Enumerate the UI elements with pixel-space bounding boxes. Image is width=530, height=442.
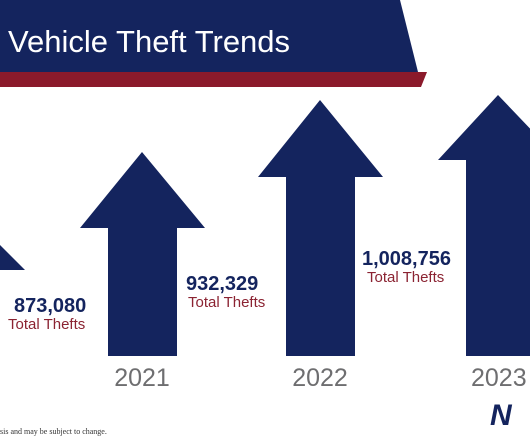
arrow [438,95,530,356]
theft-caption: Total Thefts [8,316,85,333]
arrow [0,245,25,270]
theft-count: 873,080 [14,295,86,317]
year-label: 2023 [471,364,527,392]
theft-caption: Total Thefts [367,269,444,286]
year-label: 2022 [292,364,348,392]
title-banner [0,0,418,72]
theft-count: 1,008,756 [362,248,451,270]
logo: N [490,399,513,432]
theft-caption: Total Thefts [188,294,265,311]
year-label: 2021 [114,364,170,392]
theft-count: 932,329 [186,273,258,295]
banner-stripe [0,72,427,87]
footnote: sis and may be subject to change. [0,427,107,436]
title: Vehicle Theft Trends [8,24,290,59]
arrow [80,152,205,356]
arrow [258,100,383,356]
